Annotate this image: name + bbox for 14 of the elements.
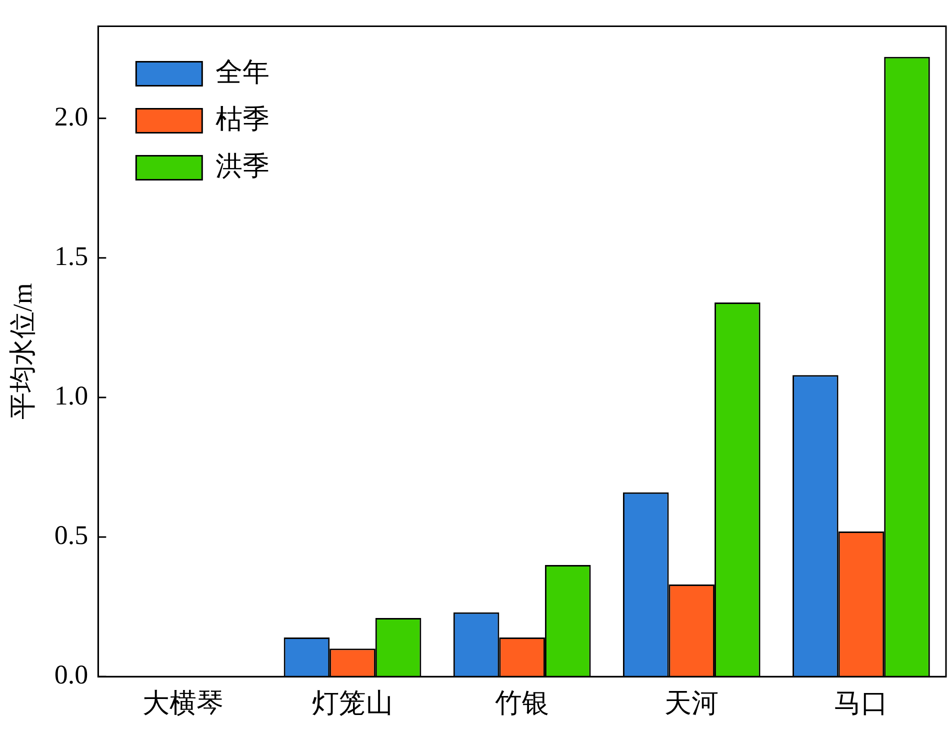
legend-label: 枯季 <box>216 104 270 134</box>
x-tick-label: 马口 <box>834 688 888 718</box>
y-axis-title: 平均水位/m <box>7 283 38 420</box>
x-tick-label: 灯笼山 <box>312 688 394 718</box>
y-tick-label: 2.0 <box>54 101 88 132</box>
x-tick-label: 天河 <box>664 688 719 718</box>
y-tick-label: 0.0 <box>54 660 88 690</box>
x-tick-label: 大横琴 <box>142 688 224 718</box>
y-tick-label: 0.5 <box>54 520 88 550</box>
legend-label: 全年 <box>216 56 270 87</box>
legend-label: 洪季 <box>216 150 270 181</box>
y-tick-label: 1.5 <box>54 240 88 271</box>
y-tick-label: 1.0 <box>54 380 88 411</box>
x-tick-label: 竹银 <box>495 688 550 718</box>
